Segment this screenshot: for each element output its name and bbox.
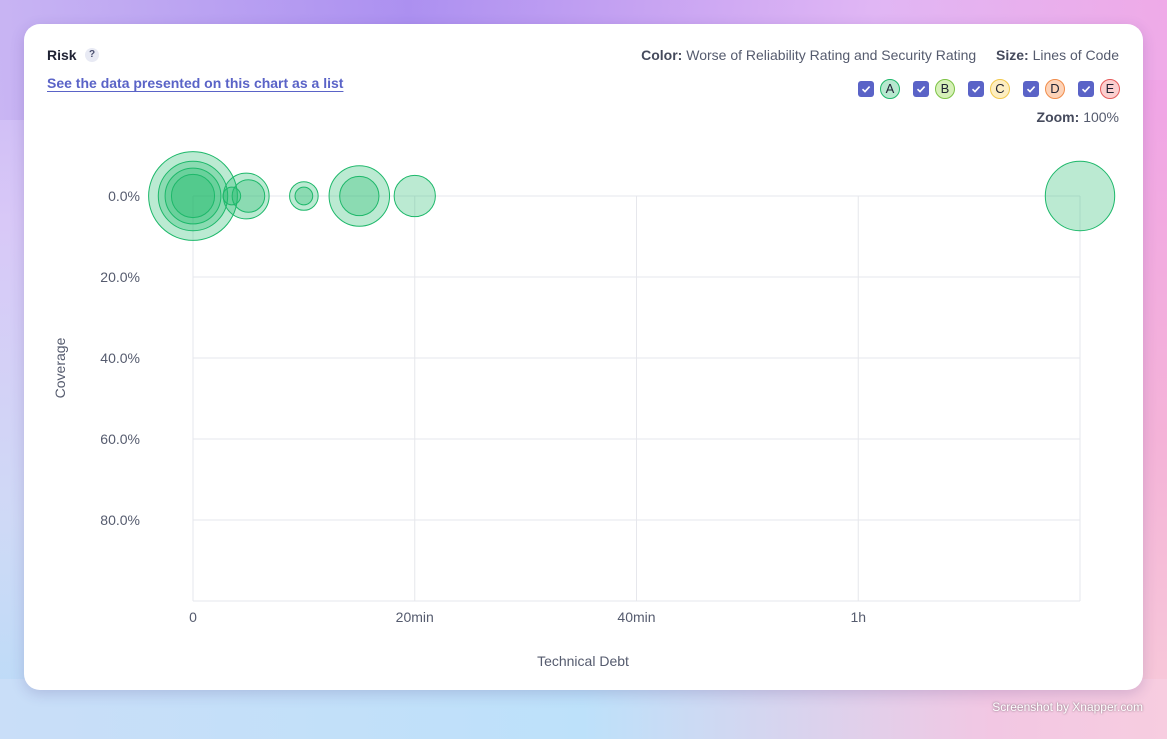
x-tick-label: 0 [189, 609, 197, 625]
x-tick-label: 1h [850, 609, 866, 625]
data-bubble[interactable] [1044, 160, 1116, 232]
rating-filter-d[interactable]: D [1023, 79, 1065, 99]
rating-filter-e[interactable]: E [1078, 79, 1120, 99]
data-bubble[interactable] [157, 160, 229, 232]
data-bubble[interactable] [170, 173, 216, 219]
zoom-label: Zoom: [1036, 109, 1080, 125]
rating-filters: A B C D E [858, 78, 1120, 100]
zoom-info: Zoom: 100% [1037, 109, 1119, 125]
checkbox-checked-icon[interactable] [858, 81, 874, 97]
zoom-value: 100% [1083, 109, 1119, 125]
checkbox-checked-icon[interactable] [913, 81, 929, 97]
data-bubble[interactable] [164, 167, 222, 225]
data-bubble[interactable] [148, 151, 238, 241]
rating-filter-a[interactable]: A [858, 79, 900, 99]
rating-filter-b[interactable]: B [913, 79, 955, 99]
rating-badge-d: D [1045, 79, 1065, 99]
color-value: Worse of Reliability Rating and Security… [686, 47, 977, 63]
rating-badge-c: C [990, 79, 1010, 99]
checkbox-checked-icon[interactable] [1078, 81, 1094, 97]
help-icon[interactable]: ? [85, 48, 99, 62]
data-bubble[interactable] [339, 175, 380, 217]
size-value: Lines of Code [1032, 47, 1119, 63]
y-tick-label: 40.0% [100, 350, 140, 366]
rating-badge-e: E [1100, 79, 1120, 99]
risk-chart-card: Risk ? See the data presented on this ch… [24, 24, 1143, 690]
data-bubble[interactable] [289, 181, 319, 211]
watermark: Screenshot by Xnapper.com [992, 700, 1143, 714]
rating-badge-b: B [935, 79, 955, 99]
y-tick-label: 0.0% [108, 188, 140, 204]
data-bubble[interactable] [393, 174, 436, 218]
checkbox-checked-icon[interactable] [968, 81, 984, 97]
data-bubble[interactable] [231, 179, 266, 213]
data-bubble[interactable] [222, 172, 270, 220]
view-as-list-link[interactable]: See the data presented on this chart as … [47, 75, 344, 91]
x-axis-label: Technical Debt [537, 653, 629, 669]
y-tick-label: 80.0% [100, 512, 140, 528]
data-bubble[interactable] [294, 186, 314, 206]
chart-title: Risk [47, 47, 77, 63]
data-bubble[interactable] [328, 165, 391, 227]
y-axis-label: Coverage [52, 337, 68, 398]
y-tick-label: 60.0% [100, 431, 140, 447]
y-tick-label: 20.0% [100, 269, 140, 285]
rating-badge-a: A [880, 79, 900, 99]
legend-description: Color: Worse of Reliability Rating and S… [641, 47, 1119, 63]
color-label: Color: [641, 47, 683, 63]
checkbox-checked-icon[interactable] [1023, 81, 1039, 97]
size-label: Size: [996, 47, 1029, 63]
rating-filter-c[interactable]: C [968, 79, 1010, 99]
x-tick-label: 20min [396, 609, 434, 625]
bubble-chart[interactable]: 0.0% 20.0% 40.0% 60.0% 80.0% 0 20min 40min 1h Tec… [24, 24, 1143, 690]
x-tick-label: 40min [617, 609, 655, 625]
